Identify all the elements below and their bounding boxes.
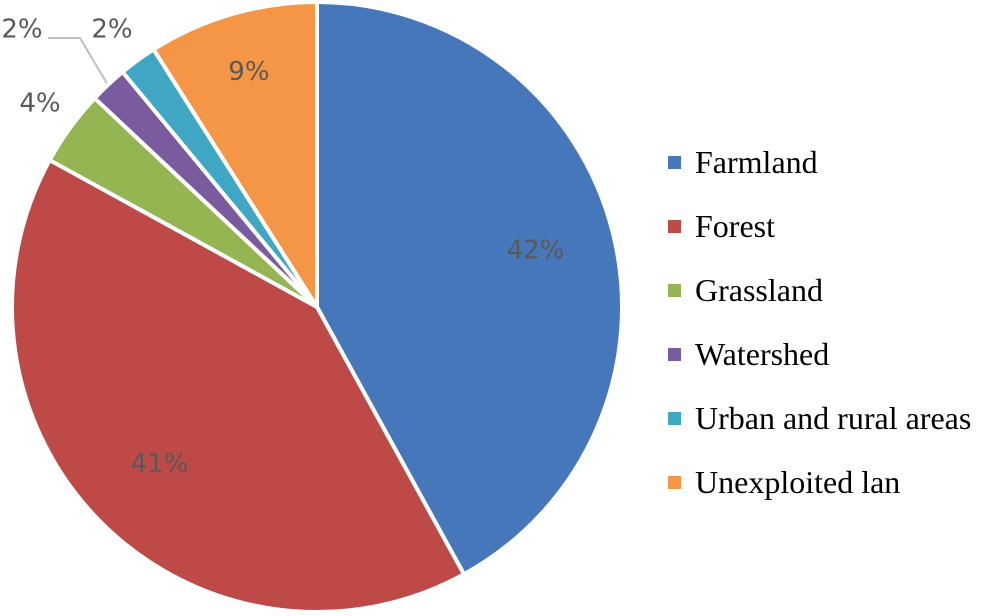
legend-swatch-unexploited xyxy=(668,475,681,489)
legend-swatch-farmland xyxy=(668,155,681,169)
pie-slice-farmland xyxy=(315,0,624,577)
legend-swatch-watershed xyxy=(668,347,681,361)
data-labels: 42% 41% 4% 2% 2% 9% xyxy=(1,15,564,479)
leader-lines xyxy=(48,37,108,84)
data-label-farmland: 42% xyxy=(507,235,565,265)
pie-slice-forest xyxy=(10,158,466,614)
legend-item-grassland: Grassland xyxy=(668,258,971,322)
pie-slice-unexploited-lan xyxy=(151,0,319,309)
legend-item-watershed: Watershed xyxy=(668,322,971,386)
pie-slices xyxy=(10,0,624,614)
legend-item-unexploited: Unexploited lan xyxy=(668,450,971,514)
legend-label-forest: Forest xyxy=(695,207,775,244)
legend-label-farmland: Farmland xyxy=(695,143,818,180)
legend-label-unexploited: Unexploited lan xyxy=(695,463,901,500)
legend-swatch-urban-rural xyxy=(668,411,681,425)
legend-label-watershed: Watershed xyxy=(695,335,830,372)
leader-line-watershed xyxy=(48,37,108,84)
legend-item-urban-rural: Urban and rural areas xyxy=(668,386,971,450)
legend-label-grassland: Grassland xyxy=(695,271,823,308)
data-label-forest: 41% xyxy=(131,449,189,479)
legend-item-forest: Forest xyxy=(668,194,971,258)
data-label-unexploited-lan: 9% xyxy=(228,57,269,87)
legend-label-urban-rural: Urban and rural areas xyxy=(695,399,972,436)
legend-swatch-grassland xyxy=(668,283,681,297)
legend: Farmland Forest Grassland Watershed Urba… xyxy=(668,130,971,514)
data-label-urban-and-rural-areas: 2% xyxy=(91,15,132,45)
legend-swatch-forest xyxy=(668,219,681,233)
legend-item-farmland: Farmland xyxy=(668,130,971,194)
data-label-grassland: 4% xyxy=(19,89,60,119)
data-label-watershed: 2% xyxy=(1,15,42,45)
